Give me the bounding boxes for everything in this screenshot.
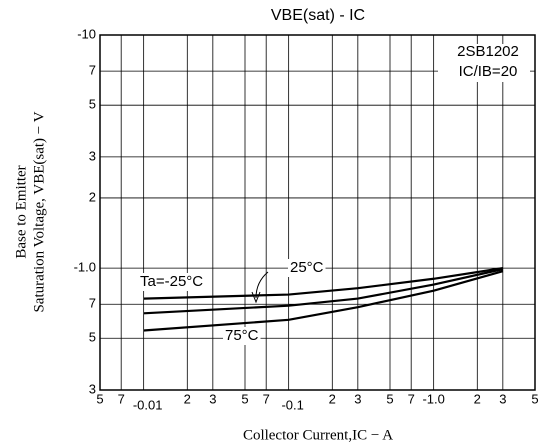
series-line [143,268,504,315]
x-tick-label: -1.0 [422,391,444,406]
y-tick-label: 7 [89,63,96,78]
series-line [143,270,504,332]
chart-title: VBE(sat) - IC [271,7,365,24]
series-label: 75°C [225,327,259,344]
annotation-box [438,44,530,82]
y-tick-label: 2 [89,189,96,204]
series-line [143,267,503,300]
y-axis-label: Saturation Voltage, VBE(sat) − V [31,111,47,312]
y-tick-label: -1.0 [74,260,96,275]
x-tick-label: 2 [329,391,336,406]
x-tick-label: 5 [386,391,393,406]
annotation: 2SB1202 [457,43,519,60]
x-tick-label: 2 [474,391,481,406]
x-tick-label: 3 [354,391,361,406]
annotation: IC/IB=20 [459,63,518,80]
x-tick-label: -0.1 [281,397,303,412]
x-tick-label: 2 [184,391,191,406]
label-bg [138,273,206,291]
x-tick-label: 3 [499,391,506,406]
x-tick-label: 5 [531,391,538,406]
label-bg [288,259,326,277]
series-label: 25°C [290,259,324,276]
series-label: Ta=-25°C [140,273,203,290]
y-axis-label: Base to Emitter [13,165,29,258]
x-tick-label: 5 [241,391,248,406]
y-tick-label: 5 [89,97,96,112]
y-tick-label: 7 [89,296,96,311]
x-tick-label: -0.01 [133,397,163,412]
label-bg [223,327,261,345]
y-tick-label: -10 [77,26,96,41]
x-tick-label: 7 [263,391,270,406]
x-tick-label: 7 [118,391,125,406]
x-tick-label: 7 [408,391,415,406]
x-tick-label: 3 [209,391,216,406]
y-tick-label: 3 [89,148,96,163]
plot-frame [99,34,536,391]
x-tick-label: 5 [96,391,103,406]
x-axis-label: Collector Current,IC − A [243,427,393,443]
y-tick-label: 5 [89,330,96,345]
y-tick-label: 3 [89,381,96,396]
